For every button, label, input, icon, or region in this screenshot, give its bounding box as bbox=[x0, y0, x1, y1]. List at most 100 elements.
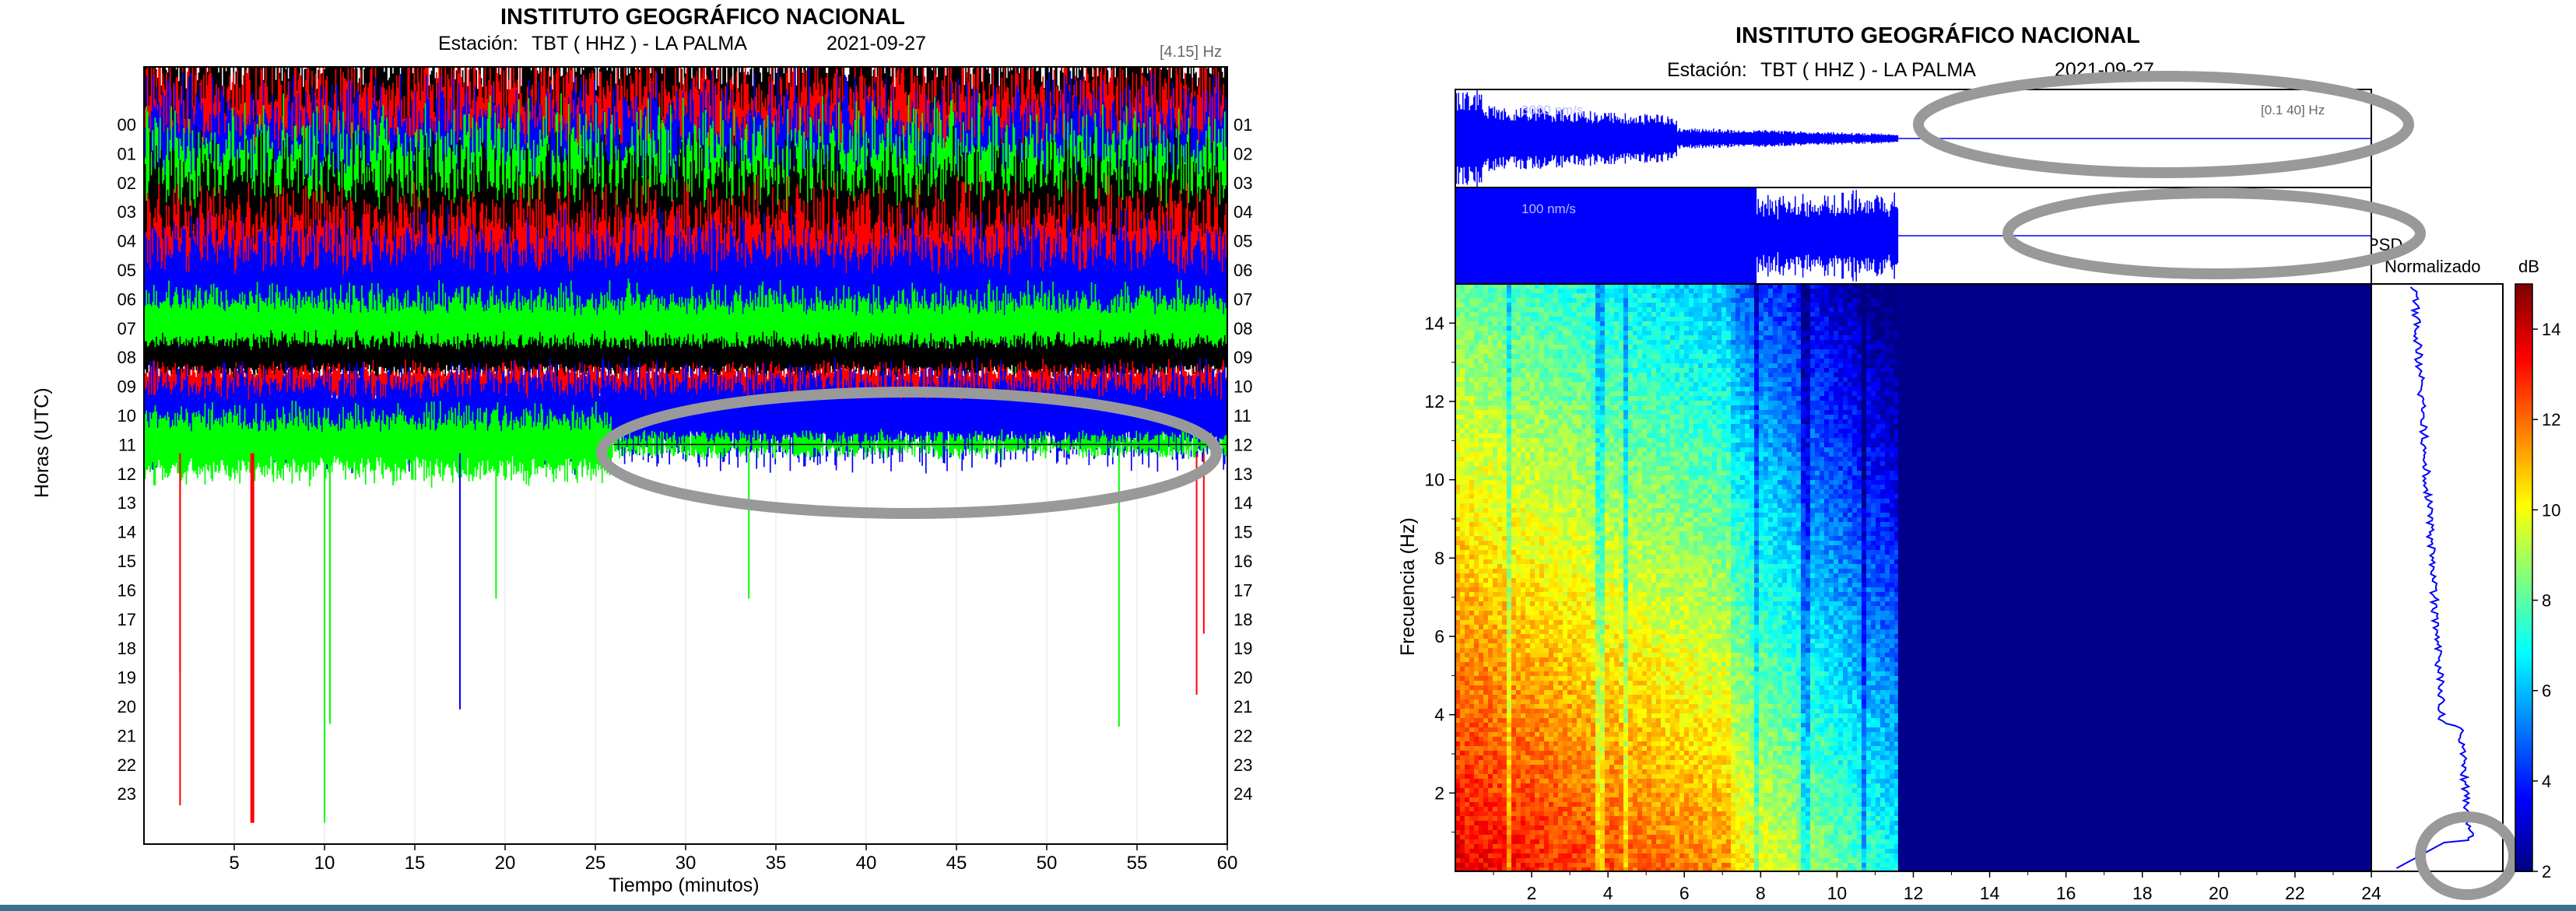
helicorder-xtick-label: 55 bbox=[1127, 853, 1148, 874]
helicorder-ytick-right: 19 bbox=[1234, 639, 1252, 658]
helicorder-ytick-right: 10 bbox=[1234, 377, 1252, 397]
helicorder-xtick-label: 20 bbox=[495, 853, 516, 874]
helicorder-ytick-right: 14 bbox=[1234, 493, 1252, 513]
right-title: INSTITUTO GEOGRÁFICO NACIONAL bbox=[1735, 23, 2140, 48]
helicorder-ytick-left: 01 bbox=[118, 144, 136, 163]
helicorder-xtick-label: 10 bbox=[314, 853, 335, 874]
helicorder-ytick-right: 13 bbox=[1234, 464, 1252, 484]
helicorder-traces bbox=[144, 67, 1227, 823]
helicorder-ytick-left: 05 bbox=[118, 261, 136, 280]
spectrogram-xtick-label: 4 bbox=[1603, 883, 1613, 903]
helicorder-ytick-left: 04 bbox=[118, 232, 136, 251]
helicorder-annotation-ellipse bbox=[596, 387, 1222, 519]
helicorder-ytick-right: 12 bbox=[1234, 435, 1252, 454]
helicorder-ytick-right: 21 bbox=[1234, 697, 1252, 717]
helicorder-xtick-label: 15 bbox=[405, 853, 426, 874]
trace1-scale: 3000 nm/s bbox=[1521, 103, 1584, 117]
helicorder-ytick-left: 02 bbox=[118, 173, 136, 193]
helicorder-ytick-right: 04 bbox=[1234, 202, 1252, 222]
spectrogram-ytick-label: 10 bbox=[1424, 470, 1444, 490]
helicorder-ytick-right: 09 bbox=[1234, 348, 1252, 367]
helicorder-ytick-right: 17 bbox=[1234, 580, 1252, 600]
helicorder-xtick-label: 60 bbox=[1217, 853, 1238, 874]
helicorder-ytick-left: 06 bbox=[118, 289, 136, 309]
helicorder-ytick-left: 17 bbox=[118, 610, 136, 629]
colorbar-tick-label: 6 bbox=[2542, 681, 2551, 701]
spectrogram-xtick-label: 10 bbox=[1827, 883, 1848, 903]
helicorder-ytick-left: 21 bbox=[118, 726, 136, 745]
helicorder-ytick-right: 18 bbox=[1234, 610, 1252, 629]
helicorder-ytick-right: 23 bbox=[1234, 755, 1252, 775]
spectrogram-ytick-label: 6 bbox=[1434, 626, 1444, 646]
helicorder-ytick-left: 09 bbox=[118, 377, 136, 397]
helicorder-xtick-label: 40 bbox=[856, 853, 877, 874]
colorbar bbox=[2515, 284, 2532, 872]
helicorder-xtick-label: 50 bbox=[1037, 853, 1058, 874]
helicorder-xtick-label: 5 bbox=[229, 853, 239, 874]
colorbar-tick-label: 8 bbox=[2542, 591, 2551, 611]
helicorder-ytick-right: 06 bbox=[1234, 261, 1252, 280]
left-date: 2021-09-27 bbox=[826, 33, 926, 54]
left-filter: [4.15] Hz bbox=[1160, 44, 1223, 61]
left-xlabel: Tiempo (minutos) bbox=[609, 874, 760, 896]
colorbar-frame bbox=[2515, 283, 2533, 872]
spectrogram-xtick-label: 14 bbox=[1980, 883, 2000, 903]
helicorder-ytick-left: 23 bbox=[118, 784, 136, 804]
spectrogram-ytick-label: 12 bbox=[1424, 391, 1444, 412]
helicorder-ytick-left: 12 bbox=[118, 464, 136, 484]
helicorder-ytick-left: 19 bbox=[118, 668, 136, 688]
helicorder-xtick-label: 35 bbox=[766, 853, 787, 874]
spectrogram-xtick-label: 8 bbox=[1756, 883, 1766, 903]
psd-title-2: Normalizado bbox=[2385, 257, 2481, 276]
helicorder-ytick-left: 18 bbox=[118, 639, 136, 658]
helicorder-ytick-right: 15 bbox=[1234, 523, 1252, 542]
trace2-annotation-ellipse bbox=[2002, 187, 2426, 279]
spectrogram-ytick-label: 2 bbox=[1434, 783, 1444, 803]
helicorder-ytick-right: 20 bbox=[1234, 668, 1252, 688]
helicorder-ytick-right: 22 bbox=[1234, 726, 1252, 745]
spectrogram-xtick-label: 18 bbox=[2132, 883, 2153, 903]
spectrogram-xtick-label: 12 bbox=[1904, 883, 1924, 903]
left-station: TBT ( HHZ ) - LA PALMA bbox=[532, 33, 747, 54]
colorbar-unit: dB bbox=[2518, 257, 2539, 276]
spectrogram-ytick-label: 14 bbox=[1424, 313, 1444, 333]
helicorder-ytick-left: 11 bbox=[118, 435, 136, 454]
trace2-scale: 100 nm/s bbox=[1521, 201, 1576, 216]
spectrogram-xtick-label: 22 bbox=[2285, 883, 2305, 903]
helicorder-ytick-right: 05 bbox=[1234, 232, 1252, 251]
helicorder-ytick-left: 16 bbox=[118, 580, 136, 600]
helicorder-ytick-right: 01 bbox=[1234, 115, 1252, 135]
helicorder-ytick-left: 20 bbox=[118, 697, 136, 717]
helicorder-ytick-right: 02 bbox=[1234, 144, 1252, 163]
helicorder-ytick-right: 24 bbox=[1234, 784, 1252, 804]
left-station-label: Estación: bbox=[438, 33, 518, 54]
bottom-bar bbox=[0, 905, 2576, 911]
helicorder-ytick-left: 10 bbox=[118, 406, 136, 426]
left-title: INSTITUTO GEOGRÁFICO NACIONAL bbox=[500, 5, 905, 30]
psd-annotation-ellipse bbox=[2415, 811, 2519, 900]
psd-curve bbox=[2395, 286, 2474, 869]
helicorder-ytick-left: 14 bbox=[118, 523, 136, 542]
helicorder-xtick-label: 25 bbox=[585, 853, 606, 874]
spectrogram-xtick-label: 24 bbox=[2361, 883, 2381, 903]
helicorder-ytick-right: 03 bbox=[1234, 173, 1252, 193]
right-station-label: Estación: bbox=[1667, 59, 1747, 81]
colorbar-tick-label: 14 bbox=[2542, 320, 2560, 339]
psd-frame bbox=[2371, 283, 2504, 872]
helicorder-ytick-left: 00 bbox=[118, 115, 136, 135]
helicorder-ytick-right: 07 bbox=[1234, 289, 1252, 309]
colorbar-tick-label: 4 bbox=[2542, 772, 2551, 791]
trace1-filter: [0.1 40] Hz bbox=[2261, 103, 2325, 117]
helicorder-ytick-left: 08 bbox=[118, 348, 136, 367]
helicorder-xtick-label: 45 bbox=[946, 853, 967, 874]
helicorder-ytick-left: 03 bbox=[118, 202, 136, 222]
helicorder-ytick-right: 08 bbox=[1234, 319, 1252, 338]
spectrogram-heatmap bbox=[1455, 284, 2371, 872]
helicorder-xtick-label: 30 bbox=[676, 853, 697, 874]
spectrogram-ytick-label: 8 bbox=[1434, 548, 1444, 568]
colorbar-tick-label: 10 bbox=[2542, 500, 2560, 520]
colorbar-tick-label: 2 bbox=[2542, 862, 2551, 881]
helicorder-ytick-left: 22 bbox=[118, 755, 136, 775]
